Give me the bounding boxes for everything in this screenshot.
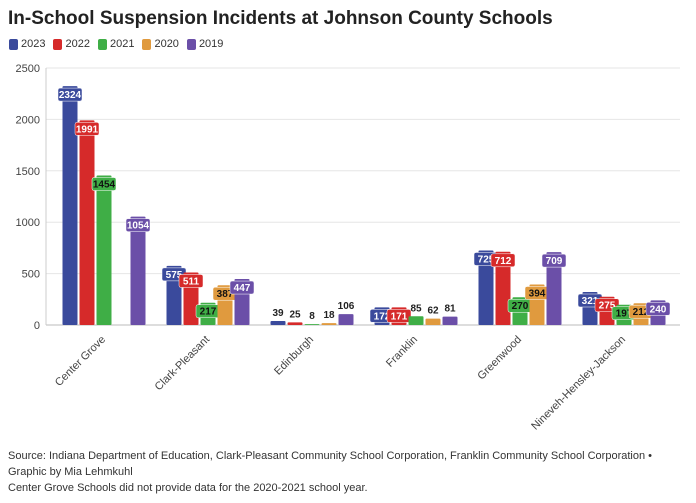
y-tick-label: 0 [34,320,40,332]
legend-swatch [186,38,196,50]
legend-swatch [53,38,63,50]
data-label: 39 [272,308,284,319]
data-label: 172 [374,311,391,322]
data-label-bg [229,280,255,295]
bar [79,120,95,326]
data-label: 575 [166,270,183,281]
legend-label: 2023 [21,38,46,50]
data-label: 321 [582,296,599,307]
legend-swatch [9,38,18,50]
bar [270,320,286,325]
data-label: 1054 [127,221,150,232]
legend-label: 2019 [198,38,224,50]
x-tick-label: Edinburgh [272,334,316,378]
data-label: 1454 [93,180,116,191]
bar [408,316,424,325]
data-label: 85 [410,303,422,314]
bar [287,322,303,325]
data-label: 212 [633,307,650,318]
bar [338,314,354,325]
data-label: 709 [546,256,563,267]
plot-area: 0 500 1000 1500 2000 2500 2324 1991 1454 1054 Cent… [16,63,680,433]
data-label: 197 [616,309,633,320]
y-tick-label: 1000 [16,217,40,229]
y-tick-label: 500 [22,269,40,281]
legend-label: 2022 [65,38,90,50]
x-tick-label: Nineveh-Hensley-Jackson [529,334,628,433]
bar [546,252,562,325]
data-label-bg [541,253,567,268]
data-label: 387 [217,289,234,300]
bar [495,251,511,325]
data-label-bg [386,309,412,323]
source-note: Source: Indiana Department of Education,… [8,450,652,462]
x-tick-label: Franklin [384,334,420,370]
bar [478,250,494,325]
legend-label: 2020 [154,38,179,50]
data-label: 1991 [76,124,99,135]
bar [304,324,320,325]
data-label: 2324 [59,90,82,101]
credit-note: Graphic by Mia Lehmkuhl [8,466,133,478]
legend-item[interactable]: 2021 [97,38,135,50]
y-tick-label: 1500 [16,166,40,178]
legend-swatch [142,38,152,50]
bar [62,86,78,325]
data-label: 81 [444,304,456,315]
chart-title: In-School Suspension Incidents at Johnso… [8,8,553,29]
data-label-bg [91,177,117,191]
legend: 2023 2022 2021 2020 2019 [9,38,223,50]
x-tick-label: Center Grove [53,334,108,389]
data-label-bg [645,302,671,316]
bar [321,323,337,325]
x-tick-label: Greenwood [475,334,524,383]
legend-item[interactable]: 2020 [142,38,179,50]
notes: Source: Indiana Department of Education,… [8,448,652,496]
data-label-bg [490,253,516,268]
data-label: 171 [391,311,408,322]
data-label: 712 [495,256,512,267]
data-label: 394 [529,288,546,299]
y-tick-label: 2500 [16,63,40,75]
data-label: 447 [234,283,251,294]
legend-swatch [97,38,107,50]
legend-item[interactable]: 2023 [9,38,45,50]
bar [442,316,458,325]
data-label-bg [74,122,100,136]
data-label: 217 [200,307,217,318]
data-label: 240 [650,304,667,315]
data-label: 8 [309,311,315,322]
y-tick-label: 2000 [16,114,40,126]
data-label-bg [178,274,204,288]
bar [96,175,112,325]
footnote: Center Grove Schools did not provide dat… [8,482,368,494]
legend-item[interactable]: 2022 [53,38,90,50]
data-label: 270 [512,301,529,312]
data-label: 18 [323,310,335,321]
legend-label: 2021 [109,38,135,50]
data-label: 511 [183,276,200,287]
x-tick-label: Clark-Pleasant [153,334,212,393]
data-label: 275 [599,301,616,312]
data-label: 106 [338,301,355,312]
legend-item[interactable]: 2019 [186,38,224,50]
data-label-bg [57,87,83,102]
data-label-bg [125,218,151,232]
bar [425,318,441,325]
data-label: 725 [478,254,495,265]
data-label: 25 [289,309,301,320]
data-label: 62 [427,306,439,317]
bar [130,216,146,325]
